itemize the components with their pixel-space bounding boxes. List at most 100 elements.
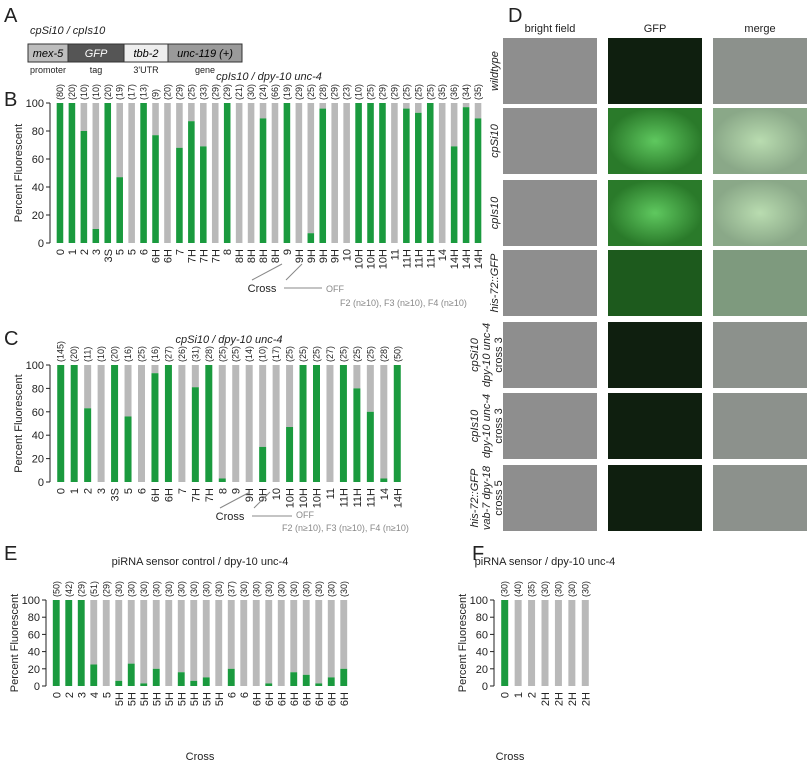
x-tick-label: 9H [330,249,342,263]
x-tick-label: 2H [540,692,552,706]
count-label: (21) [234,84,244,100]
x-tick-label: 2H [580,692,592,706]
x-tick-label: 9 [282,249,294,255]
bar-rest [84,365,92,409]
bar-rest [178,365,186,482]
count-label: (30) [246,84,256,100]
construct-part: unc-119 (+) [177,48,233,60]
bar [116,177,123,243]
y-tick-label: 40 [32,430,44,442]
bar [115,680,123,686]
x-tick-label: 6H [289,692,301,706]
x-tick-label: 6H [162,249,174,263]
bar [313,365,320,482]
x-tick-label: 5H [151,692,163,706]
count-label: (28) [318,84,328,100]
bar [140,103,147,243]
count-label: (25) [365,346,375,362]
bar [302,674,310,686]
row-label: cpSi10 [469,337,481,372]
bar [127,663,135,686]
count-label: (30) [164,581,174,597]
bar [286,427,294,482]
count-label: (25) [298,346,308,362]
count-label: (20) [103,84,113,100]
x-tick-label: 6 [137,488,149,494]
construct-title: cpSi10 / cpIs10 [30,25,106,37]
count-label: (29) [76,581,86,597]
count-label: (30) [276,581,286,597]
bar-rest [235,103,243,243]
x-axis-label: Cross [186,751,215,763]
x-tick-label: 10H [377,249,389,269]
x-tick-label: 5H [189,692,201,706]
x-tick-label: 1 [67,249,79,255]
bar-rest [343,103,350,243]
bar-rest [581,600,589,686]
y-tick-label: 60 [28,629,40,641]
x-tick-label: 6 [226,692,238,698]
x-tick-label: 11H [365,488,377,507]
bar-rest [554,600,562,686]
row-label: cross 3 [493,337,505,372]
x-tick-label: 6H [339,692,351,706]
bar-rest [295,103,303,243]
micrograph [503,38,597,104]
count-label: (30) [139,581,149,597]
count-label: (30) [326,581,336,597]
bar [191,387,199,482]
bar-rest [415,103,422,113]
micrograph [503,250,597,316]
row-label: cpIs10 [489,196,501,229]
x-tick-label: 5H [214,692,226,706]
count-label: (30) [189,581,199,597]
y-tick-label: 20 [32,454,44,466]
column-header: merge [744,23,775,35]
x-axis-label: Cross [496,751,525,763]
bar [355,103,362,243]
count-label: (35) [473,84,483,100]
count-label: (25) [312,346,322,362]
micrograph [608,180,702,246]
bar-rest [286,365,294,428]
x-tick-label: 2H [553,692,565,706]
x-tick-label: 7H [186,249,198,263]
count-label: (20) [162,84,172,100]
bar [501,600,509,686]
count-label: (16) [123,346,133,362]
column-header: bright field [525,23,576,35]
count-label: (16) [150,346,160,362]
bar-rest [438,103,446,243]
count-label: (25) [352,346,362,362]
bar-rest [247,103,255,243]
bar [124,416,132,482]
count-label: (51) [89,581,99,597]
bar [65,600,73,686]
count-label: (10) [258,346,268,362]
count-label: (10) [91,84,101,100]
count-label: (29) [377,84,387,100]
bar-rest [116,103,123,178]
bar-rest [176,103,183,148]
y-tick-label: 60 [32,407,44,419]
bar-rest [240,600,248,686]
x-tick-label: 9H [244,488,256,502]
micrograph [713,180,807,246]
bar-rest [202,600,210,678]
y-tick-label: 60 [476,629,488,641]
x-tick-label: 3 [96,488,108,494]
count-label: (24) [258,84,268,100]
count-label: (25) [413,84,423,100]
count-label: (80) [55,84,65,100]
y-tick-label: 80 [32,126,44,138]
bar-rest [271,103,279,243]
count-label: (26) [177,346,187,362]
count-label: (11) [83,347,93,362]
chart-title: cpSi10 / dpy-10 unc-4 [175,334,282,346]
bar-rest [97,365,105,482]
x-tick-label: 0 [51,692,63,698]
bar-rest [265,600,273,684]
x-tick-label: 9 [231,488,243,494]
x-tick-label: 6H [326,692,338,706]
bar [259,446,267,482]
